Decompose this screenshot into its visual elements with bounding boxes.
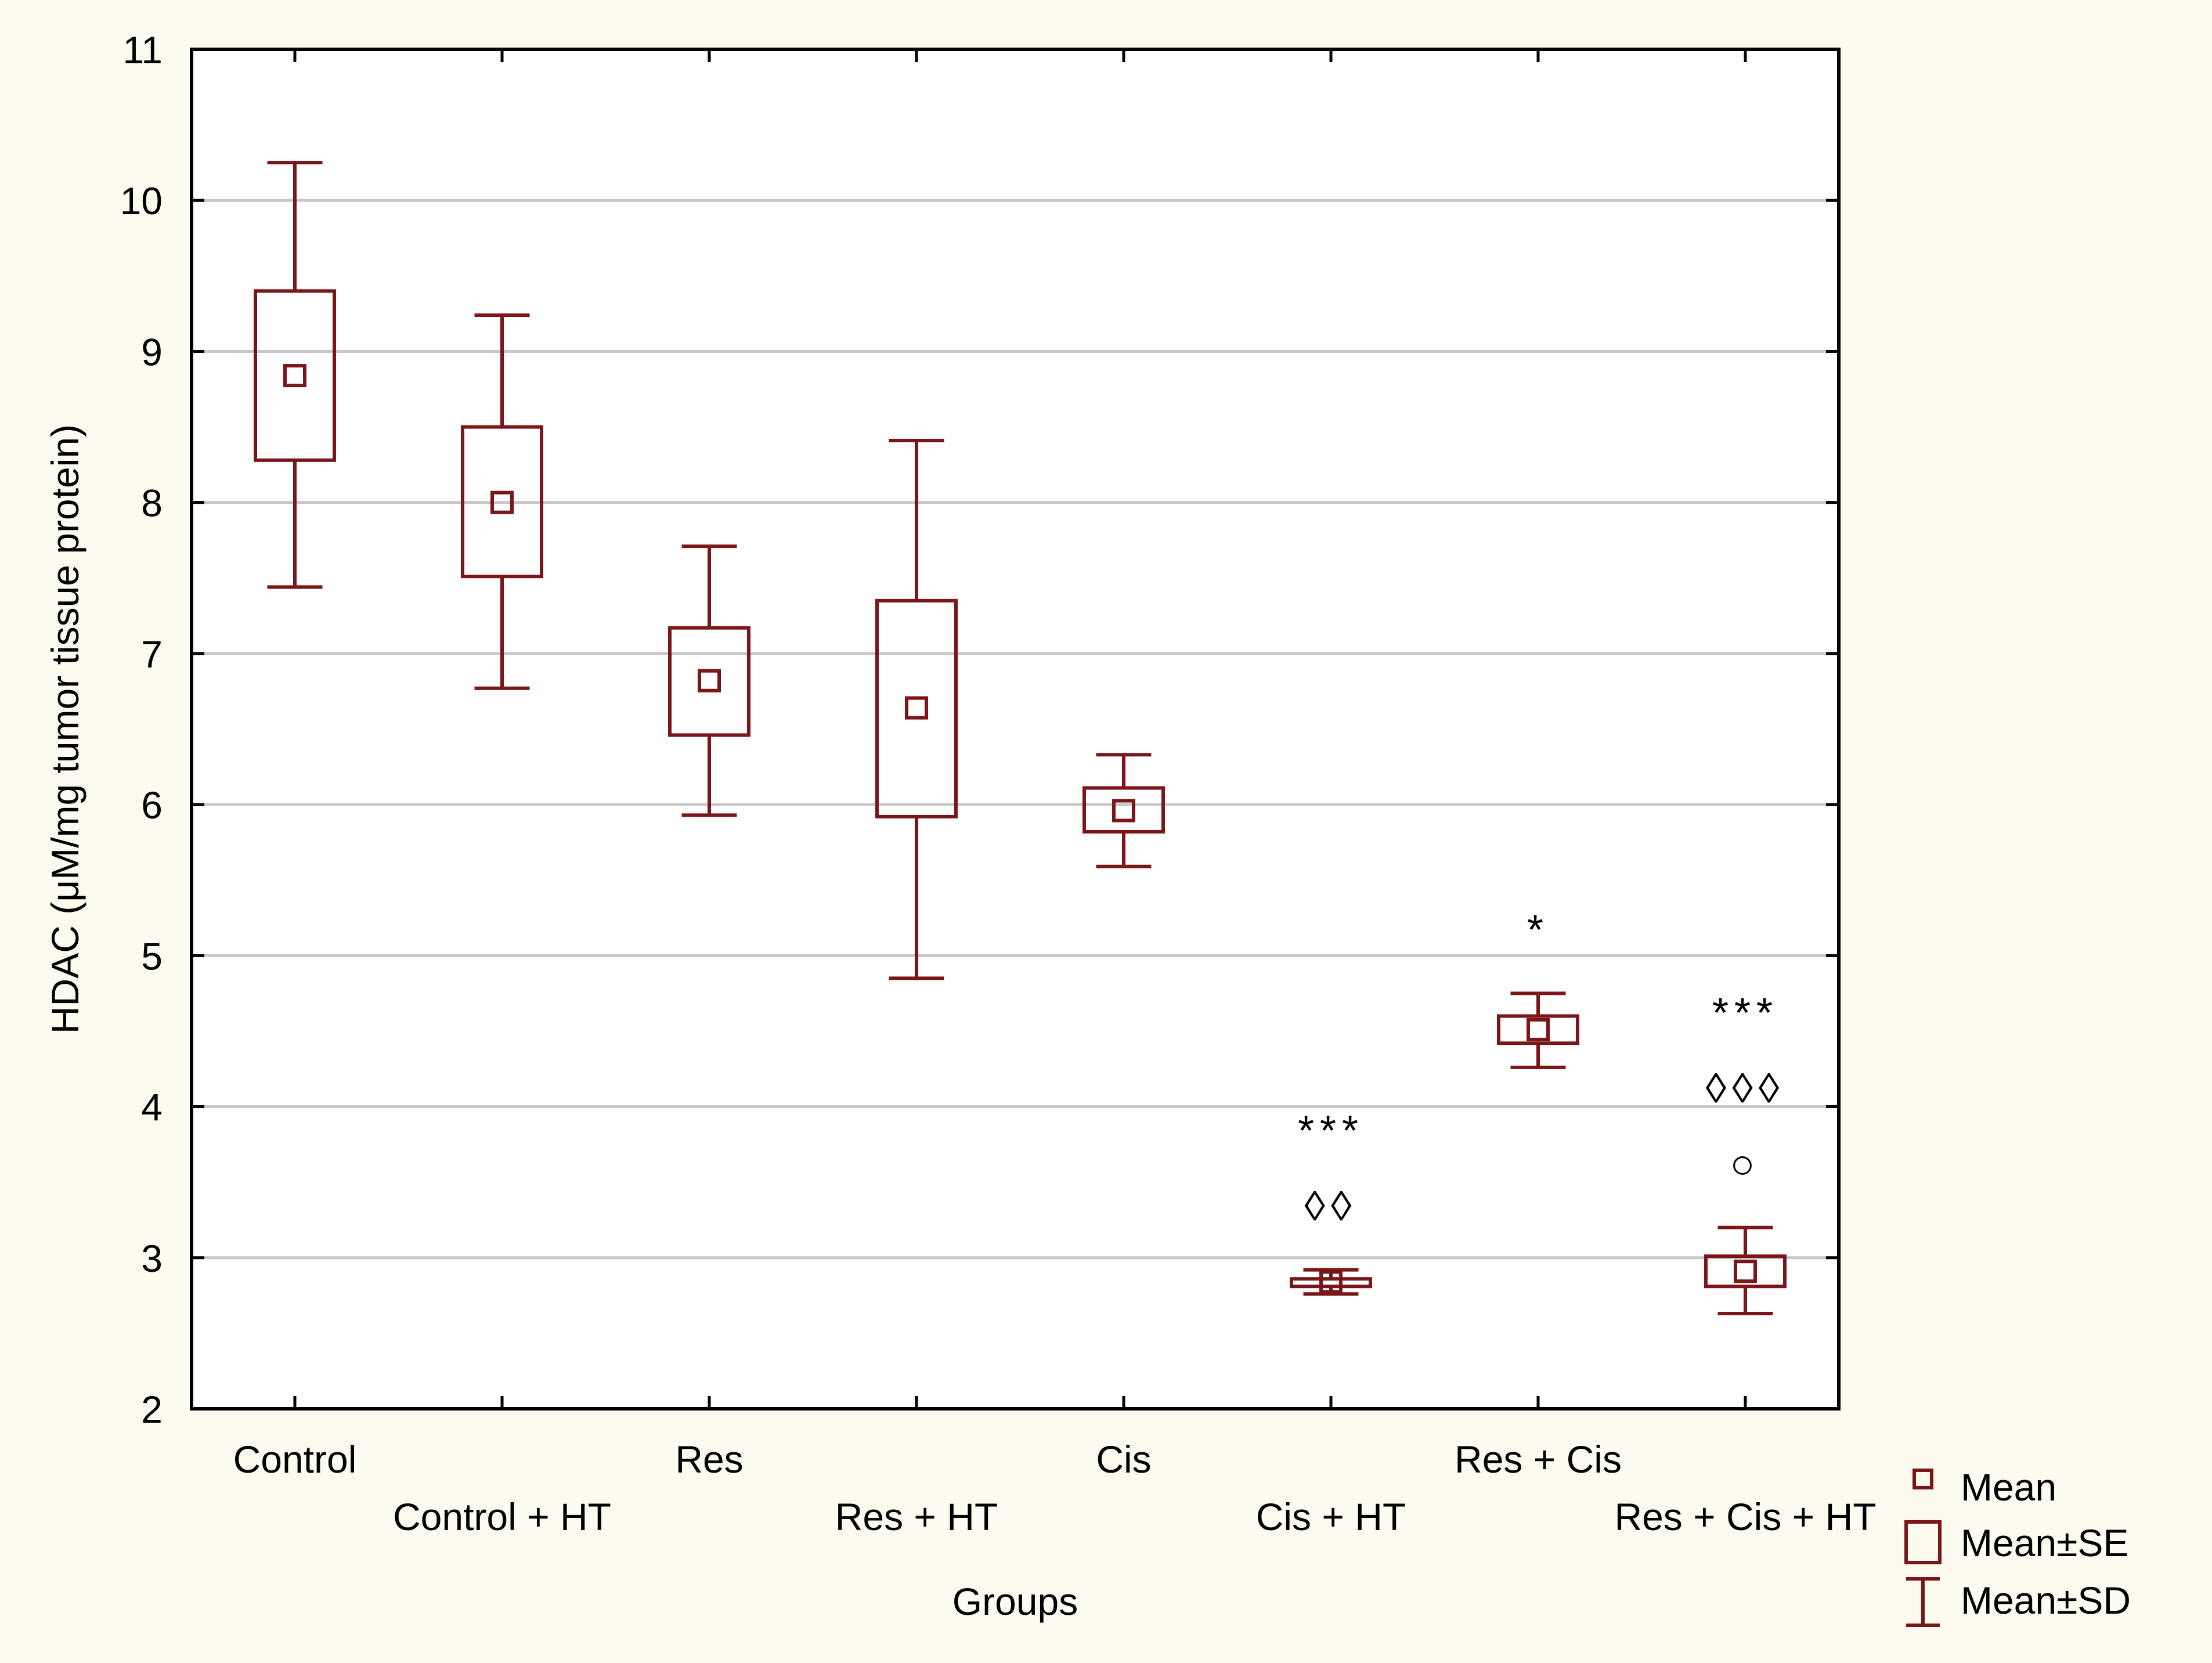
se-box [875, 598, 958, 818]
mean-marker [490, 490, 514, 514]
y-tick-label-8: 8 [141, 482, 163, 525]
y-tick-label-4: 4 [141, 1086, 163, 1129]
group-7 [1704, 1225, 1787, 1316]
legend: Mean Mean±SE Mean±SD [1904, 1466, 2131, 1627]
plot-frame [190, 48, 1841, 1411]
y-tick-label-11: 11 [122, 28, 163, 71]
x-category-label-3: Res + HT [835, 1495, 998, 1538]
se-box [461, 425, 543, 579]
legend-se-marker [1904, 1520, 1942, 1564]
y-tick-label-7: 7 [141, 633, 163, 676]
mean-marker [1112, 799, 1135, 823]
mean-marker [283, 364, 306, 388]
y-axis-ticks: 2 3 4 5 6 7 8 9 10 11 [120, 28, 1839, 1431]
box-series [254, 161, 1787, 1316]
x-axis-title: Groups [952, 1580, 1078, 1623]
x-axis-ticks: Control Control + HT Res Res + HT Cis Cis + H… [233, 49, 1877, 1538]
group-5 [1290, 1268, 1372, 1296]
se-box [1497, 1014, 1579, 1045]
se-box [1704, 1254, 1787, 1289]
mean-marker [905, 696, 928, 720]
mean-marker [1319, 1270, 1343, 1294]
legend-mean-marker [1913, 1469, 1933, 1489]
x-category-label-4: Cis [1096, 1438, 1151, 1481]
y-tick-label-2: 2 [141, 1388, 163, 1431]
y-tick-label-10: 10 [120, 179, 163, 222]
gridlines [192, 199, 1839, 1260]
legend-sd-marker [1906, 1577, 1940, 1627]
se-box [1290, 1277, 1372, 1289]
se-box [254, 289, 336, 462]
annotation-7-0: *** [1712, 990, 1778, 1037]
group-4 [1082, 753, 1165, 868]
se-box [668, 626, 750, 737]
x-category-label-1: Control + HT [393, 1495, 611, 1538]
legend-sd-label: Mean±SD [1961, 1579, 2131, 1622]
annotation-5-0: *** [1298, 1108, 1364, 1155]
annotation-5-1: ◊◊ [1304, 1184, 1357, 1230]
annotation-6-0: * [1527, 907, 1549, 953]
mean-marker [1734, 1260, 1757, 1283]
group-3 [875, 438, 958, 980]
x-category-label-6: Res + Cis [1455, 1438, 1622, 1481]
y-tick-label-5: 5 [141, 935, 163, 977]
legend-mean-label: Mean [1961, 1466, 2056, 1509]
significance-annotations: ***◊◊****◊◊◊○ [1298, 907, 1785, 1230]
x-category-label-5: Cis + HT [1256, 1495, 1406, 1538]
y-tick-label-3: 3 [141, 1237, 163, 1280]
annotation-7-2: ○ [1730, 1141, 1761, 1188]
group-2 [668, 544, 750, 817]
annotation-7-1: ◊◊◊ [1706, 1066, 1785, 1112]
mean-marker [1527, 1018, 1550, 1041]
y-tick-label-9: 9 [141, 330, 163, 373]
x-category-label-0: Control [233, 1438, 357, 1481]
x-category-label-7: Res + Cis + HT [1614, 1495, 1876, 1538]
x-category-label-2: Res [675, 1438, 743, 1481]
group-6 [1497, 991, 1579, 1069]
plot-area [192, 49, 1839, 1409]
y-tick-label-6: 6 [141, 784, 163, 827]
mean-marker [698, 669, 721, 692]
se-box [1082, 786, 1165, 834]
legend-se-label: Mean±SE [1961, 1521, 2128, 1564]
group-0 [254, 161, 336, 589]
group-1 [461, 313, 543, 690]
y-axis-title: HDAC (μM/mg tumor tissue protein) [44, 424, 86, 1034]
